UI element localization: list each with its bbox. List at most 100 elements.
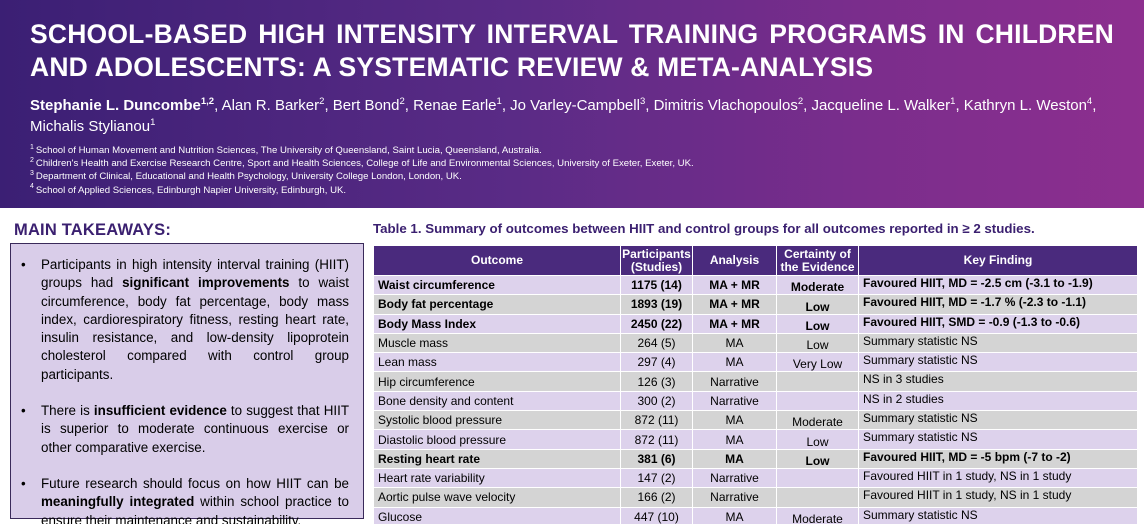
cell-analysis: MA — [692, 448, 777, 469]
affiliation-text: School of Human Movement and Nutrition S… — [35, 145, 542, 156]
cell-certainty — [776, 467, 859, 489]
outcomes-table-wrap: Outcome Participants (Studies) Analysis … — [373, 245, 1138, 524]
author-name: Kathryn L. Weston — [963, 97, 1087, 114]
affiliation-number: 3 — [30, 170, 34, 178]
header-analysis: Analysis — [692, 245, 777, 276]
author-name: Bert Bond — [332, 97, 400, 114]
author-separator: , — [501, 97, 511, 114]
author-name: Dimitris Vlachopoulos — [653, 97, 798, 114]
cell-key-finding: Favoured HIIT, MD = -2.5 cm (-3.1 to -1.… — [858, 274, 1138, 296]
cell-key-finding: Summary statistic NS — [858, 410, 1138, 431]
takeaway-text: Future research should focus on how HIIT… — [41, 475, 349, 524]
author: Jacqueline L. Walker1 — [811, 97, 955, 114]
cell-outcome: Hip circumference — [373, 371, 621, 392]
cell-analysis: MA — [692, 506, 777, 524]
table-row: Diastolic blood pressure 872 (11) MA Low Sum… — [373, 429, 1138, 450]
cell-analysis: Narrative — [692, 487, 777, 508]
cell-participants: 2450 (22) — [620, 313, 693, 334]
poster-header: SCHOOL-BASED HIGH INTENSITY INTERVAL TRA… — [0, 0, 1144, 208]
cell-outcome: Diastolic blood pressure — [373, 429, 621, 450]
takeaway-emphasis: meaningfully integrated — [41, 494, 195, 510]
author-affil-sup: 2 — [797, 96, 804, 107]
bullet-icon: • — [21, 257, 26, 272]
author-affil-sup: 2 — [319, 96, 325, 107]
takeaway-text-part: to suggest that HIIT is superior to mode… — [41, 403, 350, 455]
table-row: Bone density and content 300 (2) Narrative… — [373, 390, 1138, 412]
takeaway-item: • Future research should focus on how HII… — [21, 475, 349, 524]
outcomes-table: Outcome Participants (Studies) Analysis … — [373, 245, 1138, 524]
affiliation: 3 Department of Clinical, Educational and… — [30, 170, 1114, 183]
cell-outcome: Aortic pulse wave velocity — [373, 487, 621, 508]
cell-certainty — [776, 487, 859, 508]
cell-outcome: Body Mass Index — [373, 313, 621, 334]
author-name: Michalis Stylianou — [30, 118, 151, 135]
cell-participants: 1893 (19) — [620, 294, 693, 315]
author-separator: , — [645, 97, 654, 114]
cell-participants: 381 (6) — [620, 448, 693, 469]
affiliation: 1 School of Human Movement and Nutrition … — [30, 144, 1114, 157]
cell-key-finding: Summary statistic NS — [858, 429, 1138, 450]
cell-key-finding: Favoured HIIT, SMD = -0.9 (-1.3 to -0.6) — [858, 313, 1138, 334]
table-row: Lean mass 297 (4) MA Very Low Summary statis… — [373, 352, 1138, 373]
cell-analysis: Narrative — [692, 390, 777, 412]
author: Dimitris Vlachopoulos2 — [654, 97, 804, 114]
cell-certainty — [776, 371, 859, 392]
affiliation-number: 4 — [30, 183, 34, 191]
cell-key-finding: Summary statistic NS — [858, 332, 1138, 354]
header-certainty-line1: Certainty of — [784, 247, 851, 261]
cell-analysis: MA — [692, 332, 777, 354]
table-row: Hip circumference 126 (3) Narrative NS in 3… — [373, 371, 1138, 392]
cell-key-finding: NS in 3 studies — [858, 371, 1138, 392]
author-separator: , — [404, 97, 414, 114]
cell-outcome: Lean mass — [373, 352, 621, 373]
cell-certainty: Low — [776, 313, 859, 334]
table-row: Aortic pulse wave velocity 166 (2) Narrati… — [373, 487, 1138, 508]
cell-participants: 1175 (14) — [620, 274, 693, 296]
cell-outcome: Body fat percentage — [373, 294, 621, 315]
takeaway-emphasis: insufficient evidence — [93, 403, 227, 419]
cell-participants: 166 (2) — [620, 487, 693, 508]
author: Michalis Stylianou1 — [30, 118, 155, 135]
cell-outcome: Bone density and content — [373, 390, 621, 412]
header-certainty: Certainty of the Evidence — [776, 245, 859, 276]
takeaway-item: • There is insufficient evidence to sugge… — [21, 402, 349, 457]
cell-analysis: MA — [692, 352, 777, 373]
author: Stephanie L. Duncombe1,2 — [30, 97, 214, 114]
cell-key-finding: Favoured HIIT, MD = -5 bpm (-7 to -2) — [858, 448, 1138, 469]
cell-certainty: Low — [776, 332, 859, 354]
author-affil-sup: 1 — [496, 96, 502, 107]
author-affil-sup: 1,2 — [200, 96, 215, 107]
cell-participants: 264 (5) — [620, 332, 693, 354]
header-key-finding: Key Finding — [858, 245, 1138, 276]
author-separator: , — [955, 97, 964, 114]
cell-key-finding: Favoured HIIT in 1 study, NS in 1 study — [858, 487, 1138, 508]
affiliation: 4 School of Applied Sciences, Edinburgh N… — [30, 183, 1114, 197]
cell-key-finding: Favoured HIIT, MD = -1.7 % (-2.3 to -1.1… — [858, 294, 1138, 315]
cell-participants: 297 (4) — [620, 352, 693, 373]
cell-certainty: Low — [776, 429, 859, 450]
cell-analysis: MA + MR — [692, 294, 777, 315]
author-affil-sup: 1 — [950, 96, 956, 107]
cell-analysis: Narrative — [692, 467, 777, 489]
cell-certainty: Low — [776, 294, 859, 315]
table-row: Waist circumference 1175 (14) MA + MR Moder… — [373, 274, 1138, 296]
cell-outcome: Waist circumference — [373, 274, 621, 296]
affiliation-number: 2 — [30, 157, 34, 165]
takeaway-emphasis: significant improvements — [122, 275, 290, 291]
cell-key-finding: Favoured HIIT in 1 study, NS in 1 study — [858, 467, 1138, 489]
author-affil-sup: 2 — [399, 96, 405, 107]
author: Jo Varley-Campbell3 — [510, 97, 645, 114]
cell-certainty: Moderate — [776, 506, 859, 524]
author-name: Jo Varley-Campbell — [510, 97, 640, 114]
header-certainty-line2: the Evidence — [780, 259, 855, 274]
cell-participants: 872 (11) — [620, 410, 693, 431]
author-separator: , — [214, 97, 222, 114]
takeaway-text-part: There is — [41, 403, 94, 419]
table-caption: Table 1. Summary of outcomes between HII… — [373, 221, 1035, 236]
affiliation-text: School of Applied Sciences, Edinburgh Na… — [35, 184, 347, 196]
cell-outcome: Glucose — [373, 506, 621, 524]
author-affil-sup: 4 — [1086, 96, 1093, 107]
bullet-icon: • — [21, 475, 26, 491]
affiliation-text: Department of Clinical, Educational and … — [35, 171, 462, 183]
table-row: Resting heart rate 381 (6) MA Low Favoured H… — [373, 448, 1138, 469]
